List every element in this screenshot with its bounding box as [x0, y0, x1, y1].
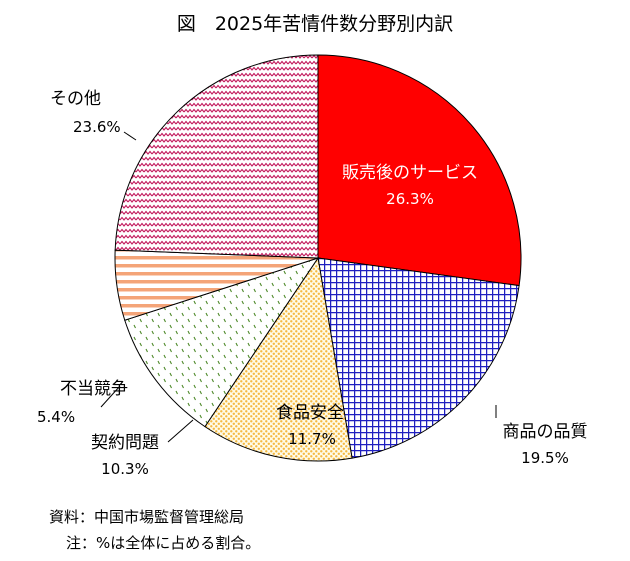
slice-label-name: その他: [50, 89, 101, 109]
footnote: 注：%は全体に占める割合。: [66, 534, 260, 552]
slice-label-percent: 11.7%: [288, 430, 336, 448]
slice-label-name: 不当競争: [60, 379, 128, 399]
slice-label-name: 食品安全: [276, 403, 344, 423]
slice-label-percent: 5.4%: [37, 408, 75, 426]
leader-lines: [100, 131, 497, 443]
pie-slices: [114, 54, 522, 462]
slice-label-percent: 10.3%: [101, 460, 149, 478]
pie-slice-1: [317, 54, 522, 287]
slice-label-percent: 19.5%: [521, 449, 569, 467]
leader-line: [100, 385, 121, 408]
leader-line: [167, 419, 194, 443]
source-note: 資料：中国市場監督管理総局: [49, 508, 244, 526]
slice-labels: 販売後のサービス 26.3% 商品の品質 19.5% 食品安全 11.7% 契約問題 10.3…: [37, 89, 588, 478]
slice-label-name: 商品の品質: [503, 422, 588, 442]
slice-label-name: 販売後のサービス: [342, 163, 478, 183]
slice-label-percent: 23.6%: [73, 118, 121, 136]
pie-slice-2: [317, 257, 520, 459]
slice-label-name: 契約問題: [91, 433, 159, 453]
pie-slice-3: [204, 256, 353, 462]
chart-title: 図 2025年苦情件数分野別内訳: [177, 13, 453, 35]
pie-slice-6: [114, 54, 319, 259]
pie-slice-4: [124, 257, 320, 428]
slice-label-percent: 26.3%: [386, 190, 434, 208]
leader-line: [123, 131, 137, 141]
